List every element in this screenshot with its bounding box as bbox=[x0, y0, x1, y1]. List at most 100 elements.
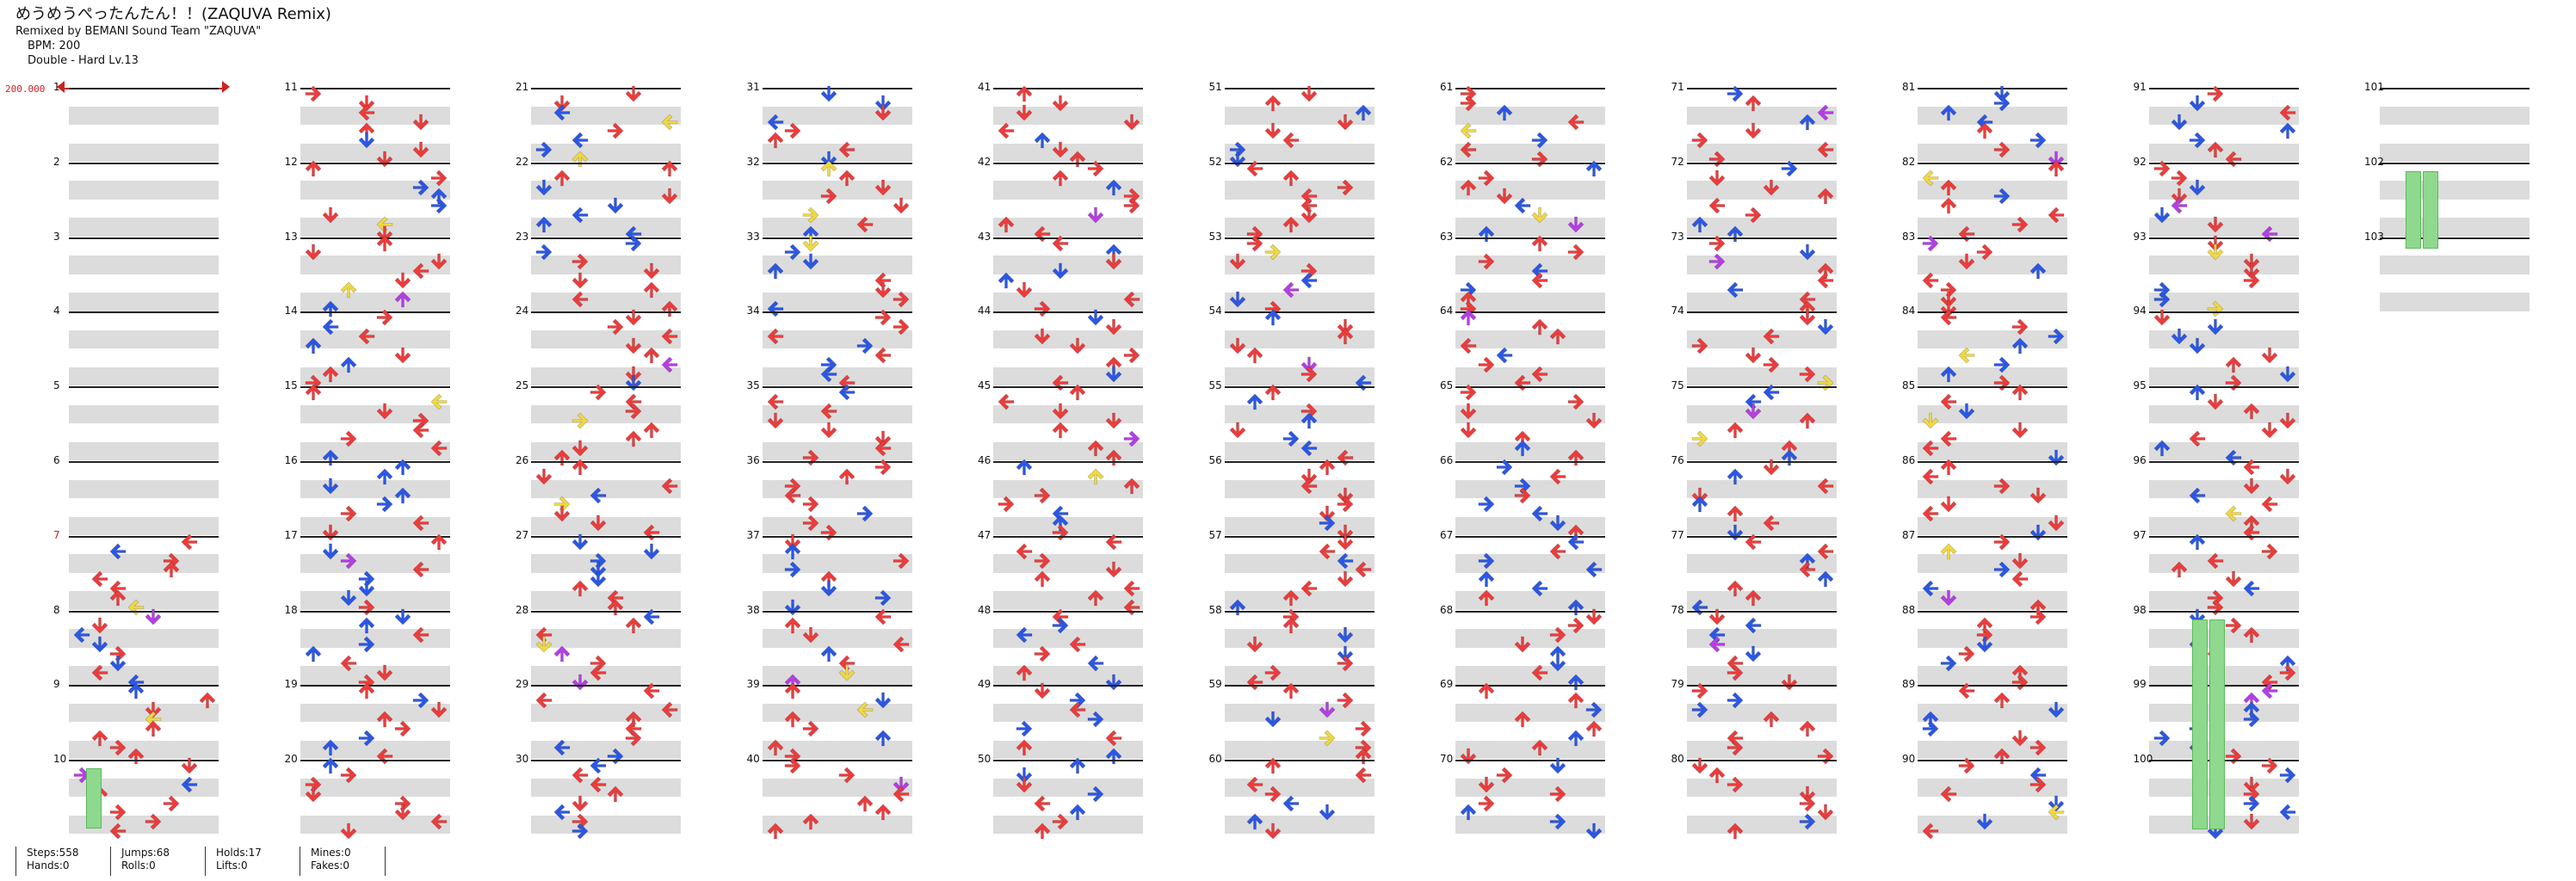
arrow-left-icon bbox=[2260, 681, 2279, 700]
arrow-up-icon bbox=[660, 159, 679, 178]
measure-bar bbox=[993, 162, 1143, 164]
arrow-left-icon bbox=[411, 560, 430, 579]
measure-29 bbox=[531, 685, 681, 760]
arrow-down-icon bbox=[1033, 327, 1052, 346]
measure-bar bbox=[2380, 88, 2530, 89]
arrow-left-icon bbox=[589, 486, 608, 505]
arrow-down-icon bbox=[1051, 402, 1070, 421]
beat-band bbox=[1224, 703, 1374, 723]
arrow-left-icon bbox=[997, 121, 1016, 140]
measure-43 bbox=[993, 237, 1143, 311]
measure-number: 67 bbox=[1440, 528, 1454, 541]
arrow-left-icon bbox=[1939, 392, 1958, 411]
arrow-down-icon bbox=[1585, 411, 1603, 430]
measure-24 bbox=[531, 311, 681, 386]
measure-51 bbox=[1224, 88, 1374, 162]
arrow-left-icon bbox=[2170, 196, 2189, 215]
beat-band bbox=[1918, 703, 2067, 723]
arrow-down-icon bbox=[801, 234, 820, 253]
measure-number: 24 bbox=[516, 305, 529, 317]
beat-band bbox=[69, 666, 219, 685]
arrow-down-icon bbox=[1033, 681, 1052, 700]
beat-band bbox=[69, 218, 219, 237]
beat-band bbox=[1224, 143, 1374, 162]
hold-note bbox=[86, 768, 102, 829]
measure-bar bbox=[1686, 760, 1837, 762]
measure-number: 39 bbox=[746, 678, 760, 691]
beat-band bbox=[1224, 293, 1374, 311]
arrow-right-icon bbox=[571, 812, 590, 831]
arrow-left-icon bbox=[1762, 514, 1781, 533]
beat-band bbox=[1918, 778, 2067, 798]
arrow-left-icon bbox=[1921, 579, 1940, 598]
arrow-right-icon bbox=[1051, 812, 1070, 831]
arrow-right-icon bbox=[624, 729, 643, 748]
arrow-up-icon bbox=[1798, 113, 1817, 132]
arrow-down-icon bbox=[642, 262, 661, 280]
beat-band bbox=[1455, 778, 1605, 798]
arrow-up-icon bbox=[1354, 747, 1373, 766]
arrow-left-icon bbox=[411, 262, 430, 280]
arrow-left-icon bbox=[660, 700, 679, 719]
arrow-left-icon bbox=[1762, 383, 1781, 402]
measure-number: 27 bbox=[516, 528, 529, 541]
beat-band bbox=[531, 629, 681, 648]
arrow-up-icon bbox=[375, 467, 394, 486]
arrow-left-icon bbox=[534, 691, 553, 710]
beat-band bbox=[1455, 554, 1605, 573]
arrow-right-icon bbox=[1726, 84, 1745, 103]
measure-number: 51 bbox=[1208, 81, 1222, 93]
arrow-down-icon bbox=[553, 94, 571, 113]
measure-6 bbox=[69, 461, 219, 535]
measure-number: 57 bbox=[1208, 528, 1222, 541]
arrow-left-icon bbox=[553, 803, 571, 822]
measure-bar bbox=[1224, 386, 1374, 389]
arrow-right-icon bbox=[571, 822, 590, 841]
arrow-up-icon bbox=[997, 215, 1016, 234]
arrow-up-icon bbox=[1051, 514, 1070, 533]
arrow-right-icon bbox=[606, 317, 625, 336]
arrow-down-icon bbox=[357, 94, 376, 113]
arrow-down-icon bbox=[2206, 215, 2225, 234]
arrow-up-icon bbox=[1566, 523, 1585, 542]
measure-bar bbox=[300, 162, 450, 164]
beat-band bbox=[1686, 256, 1837, 274]
arrow-up-icon bbox=[1477, 681, 1496, 700]
arrow-up-icon bbox=[1263, 383, 1282, 402]
stat-mines-column: Mines:0 Fakes:0 bbox=[300, 847, 386, 876]
measure-53 bbox=[1224, 237, 1374, 311]
measure-number: 17 bbox=[284, 528, 298, 541]
measure-49 bbox=[993, 685, 1143, 760]
arrow-left-icon bbox=[1459, 336, 1478, 355]
arrow-left-icon bbox=[1957, 681, 1976, 700]
arrow-down-icon bbox=[90, 635, 109, 654]
arrow-up-icon bbox=[1726, 225, 1745, 243]
arrow-down-icon bbox=[180, 756, 199, 775]
arrow-right-icon bbox=[2153, 290, 2171, 309]
beat-band bbox=[1686, 740, 1837, 760]
measure-bar bbox=[762, 760, 912, 762]
beat-band bbox=[1224, 591, 1374, 610]
arrow-right-icon bbox=[534, 243, 553, 262]
beat-band bbox=[531, 106, 681, 125]
arrow-down-icon bbox=[1762, 458, 1781, 477]
beat-band bbox=[300, 330, 450, 349]
beat-band bbox=[1918, 815, 2067, 835]
beat-band bbox=[300, 441, 450, 461]
arrow-down-icon bbox=[1263, 822, 1282, 841]
hold-note bbox=[2406, 170, 2421, 249]
arrow-down-icon bbox=[874, 178, 893, 197]
measure-bar bbox=[1918, 610, 2067, 613]
arrow-down-icon bbox=[874, 280, 893, 299]
arrow-right-icon bbox=[1921, 234, 1940, 253]
beat-band bbox=[300, 815, 450, 835]
arrow-down-icon bbox=[1957, 402, 1976, 421]
beat-band bbox=[1686, 666, 1837, 685]
arrow-up-icon bbox=[642, 346, 661, 365]
arrow-left-icon bbox=[553, 103, 571, 122]
measure-bar bbox=[69, 88, 219, 89]
arrow-down-icon bbox=[1708, 169, 1727, 188]
measure-bar bbox=[69, 237, 219, 239]
beat-band bbox=[1686, 778, 1837, 798]
arrow-right-icon bbox=[1086, 710, 1105, 729]
